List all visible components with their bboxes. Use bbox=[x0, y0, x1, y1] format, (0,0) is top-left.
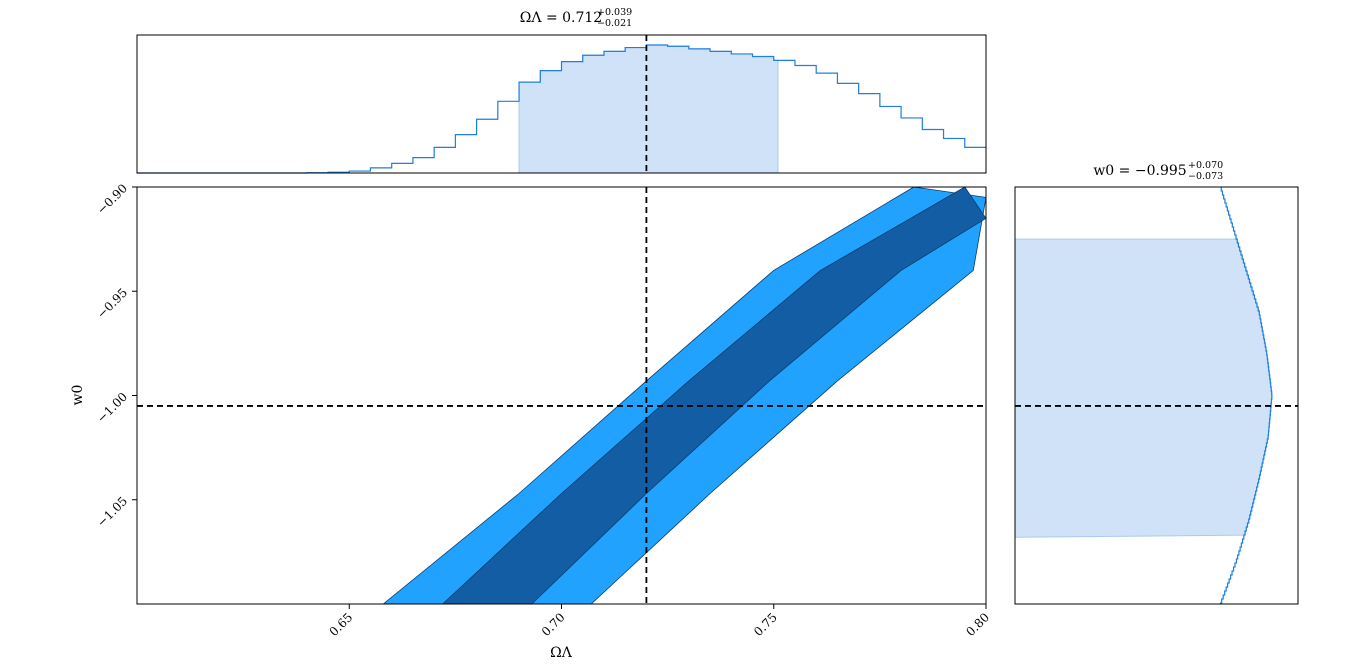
credible-region-omega bbox=[518, 44, 779, 174]
y-tick-label: −0.90 bbox=[94, 181, 130, 217]
credible-region-w0 bbox=[1014, 238, 1273, 538]
histogram-omega bbox=[137, 44, 986, 174]
y-tick-label: −1.00 bbox=[94, 390, 130, 426]
joint-contour-panel: 0.65 0.70 0.75 0.80 −0.90 −0.95 −1.00 −1.05 ΩΛ… bbox=[70, 181, 992, 661]
marginal-w0-lower-error: −0.073 bbox=[1188, 171, 1223, 182]
marginal-omega-panel: ΩΛ = 0.712 +0.039 −0.021 bbox=[136, 7, 987, 174]
x-tick-label: 0.65 bbox=[327, 610, 356, 639]
contour-inner-region bbox=[442, 187, 986, 604]
marginal-omega-frame bbox=[136, 34, 987, 174]
marginal-w0-panel: w0 = −0.995 +0.070 −0.073 bbox=[1014, 160, 1299, 605]
x-tick-label: 0.70 bbox=[539, 610, 568, 639]
y-axis-label: w0 bbox=[70, 385, 86, 406]
y-tick-label: −1.05 bbox=[94, 494, 130, 530]
marginal-w0-upper-error: +0.070 bbox=[1188, 160, 1223, 171]
marginal-omega-lower-error: −0.021 bbox=[597, 18, 632, 29]
histogram-w0 bbox=[1220, 187, 1273, 604]
x-tick-label: 0.75 bbox=[751, 610, 780, 639]
marginal-omega-upper-error: +0.039 bbox=[597, 7, 632, 18]
y-tick-label: −0.95 bbox=[94, 285, 130, 321]
marginal-w0-title: w0 = −0.995 bbox=[1093, 163, 1186, 179]
marginal-omega-title: ΩΛ = 0.712 bbox=[520, 10, 602, 26]
marginal-w0-frame bbox=[1014, 186, 1299, 605]
x-tick-label: 0.80 bbox=[963, 610, 992, 639]
x-axis-label: ΩΛ bbox=[550, 645, 573, 661]
